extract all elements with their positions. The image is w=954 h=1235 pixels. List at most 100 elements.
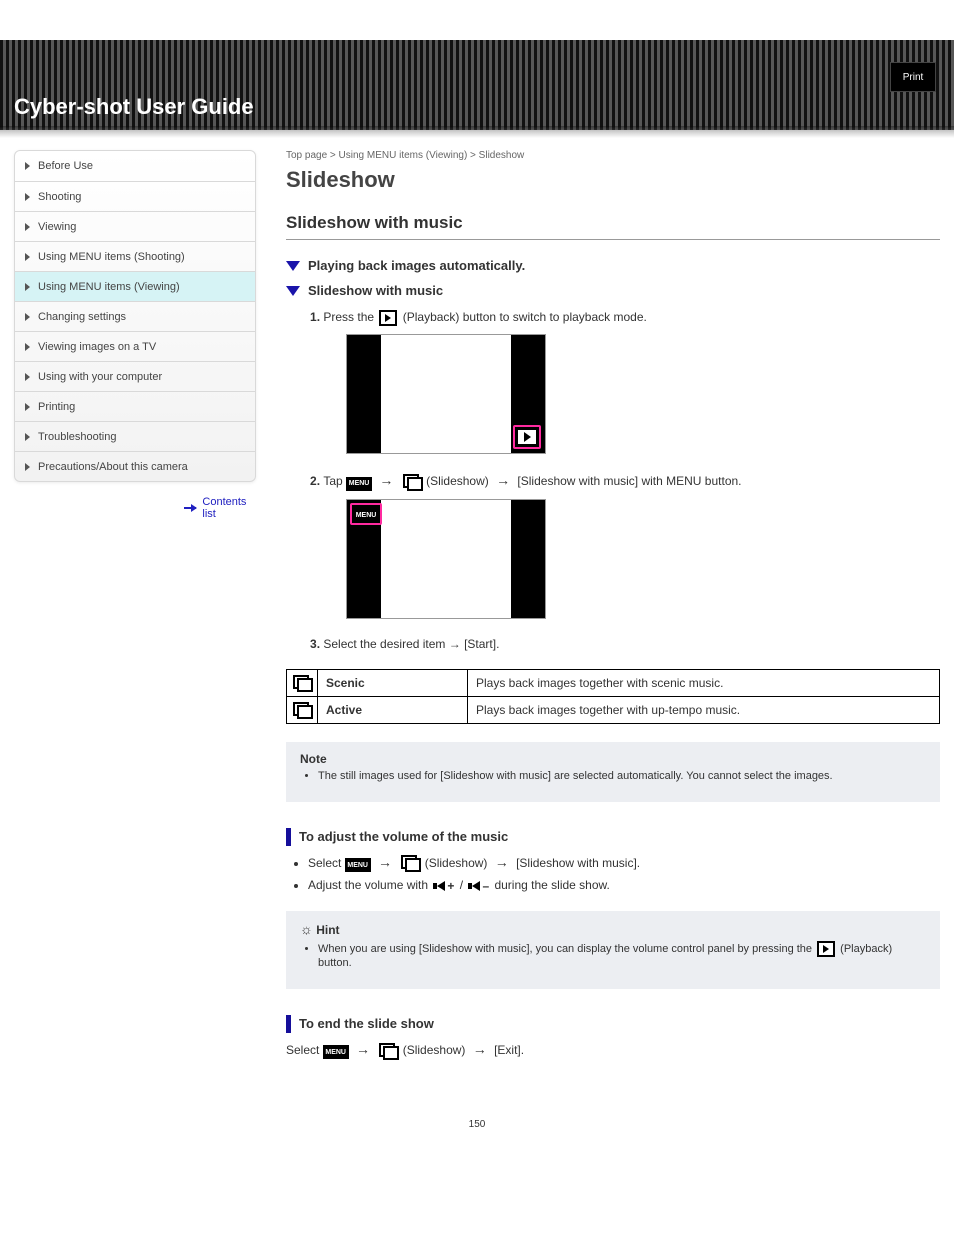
sidebar-item[interactable]: Viewing images on a TV [15,331,255,361]
hint-heading: ☼ Hint [300,921,926,937]
sidebar-item-label: Before Use [38,160,93,172]
caret-right-icon [25,373,30,381]
sidebar-item[interactable]: Printing [15,391,255,421]
arrow-right-icon: → [378,854,392,870]
step-1: Press the (Playback) button to switch to… [310,310,940,454]
volume-step-2: Adjust the volume with + / – during the … [308,878,940,893]
end-line: Select MENU → ♪ (Slideshow) → [Exit]. [286,1041,940,1060]
volume-heading-text: To adjust the volume of the music [299,829,508,844]
highlight-box [513,425,541,449]
step-3-text: Select the desired item → [Start]. [323,637,499,651]
sidebar-item[interactable]: Using with your computer [15,361,255,391]
screen-mock-play [346,334,546,454]
caret-right-icon [25,343,30,351]
slideshow-icon: ♪ [403,474,421,490]
print-button[interactable]: Print [890,62,936,92]
sidebar-item-label: Changing settings [38,311,126,323]
breadcrumb: Top page > Using MENU items (Viewing) > … [286,150,940,161]
play-icon [817,941,835,957]
step-3: Select the desired item → [Start]. [310,637,940,651]
sidebar-item-label: Using MENU items (Viewing) [38,281,180,293]
volume-up-icon: + [433,879,454,893]
caret-right-icon [25,313,30,321]
arrow-right-icon: → [379,472,393,488]
hint-callout: ☼ Hint When you are using [Slideshow wit… [286,911,940,989]
end-heading-text: To end the slide show [299,1016,434,1031]
slideshow-icon: ♪ [293,702,311,718]
sidebar-nav: Before Use Shooting Viewing Using MENU item… [14,150,256,482]
note-item: The still images used for [Slideshow wit… [318,770,926,782]
caret-right-icon [25,223,30,231]
caret-right-icon [25,433,30,441]
play-badge-icon [516,428,538,446]
step-2: Tap MENU → ♪ (Slideshow) → [Slideshow wi… [310,472,940,619]
sidebar-item[interactable]: Precautions/About this camera [15,451,255,481]
table-row: ♪ ActivePlays back images together with u… [287,696,940,723]
sidebar-item-label: Shooting [38,191,81,203]
sidebar-item-label: Printing [38,401,75,413]
arrow-right-icon: → [496,472,510,488]
bulb-icon: ☼ [300,921,313,937]
sidebar-item[interactable]: Viewing [15,211,255,241]
hint-heading-text: Hint [316,923,339,937]
menu-badge-icon: MENU [345,858,371,872]
sidebar-item[interactable]: Troubleshooting [15,421,255,451]
sidebar-item-label: Viewing [38,221,76,233]
sidebar-item-label: Using MENU items (Shooting) [38,251,185,263]
caret-right-icon [25,193,30,201]
volume-down-icon: – [468,879,489,893]
sidebar-item[interactable]: Before Use [15,151,255,181]
option-icon-cell: ♪ [287,696,318,723]
sidebar: Before Use Shooting Viewing Using MENU item… [14,150,256,1059]
sidebar-item[interactable]: Shooting [15,181,255,211]
brand-title: Cyber-shot User Guide [14,94,254,120]
disclosure-images[interactable]: Playing back images automatically. [286,258,940,273]
vbar-icon [286,1015,291,1033]
menu-badge-icon: MENU [346,477,372,491]
option-name: Active [318,696,468,723]
sidebar-item-label: Troubleshooting [38,431,116,443]
option-icon-cell: ♪ [287,669,318,696]
sidebar-item[interactable]: Using MENU items (Viewing) [15,271,255,301]
arrow-right-icon: → [495,854,509,870]
contents-list-label: Contents list [202,496,256,520]
section-title: Slideshow with music [286,213,940,240]
screen-mock-menu: MENU [346,499,546,619]
caret-right-icon [25,253,30,261]
page-number: 150 [0,1119,954,1160]
disclosure-music[interactable]: Slideshow with music [286,283,940,298]
page-title: Slideshow [286,167,940,193]
caret-right-icon [25,283,30,291]
option-name: Scenic [318,669,468,696]
chevron-down-icon [286,261,300,271]
top-banner: Cyber-shot User Guide Print [0,40,954,130]
play-icon [379,310,397,326]
caret-right-icon [25,463,30,471]
chevron-down-icon [286,286,300,296]
menu-badge-icon: MENU [353,508,379,522]
slideshow-icon: ♪ [401,855,419,871]
main-content: Top page > Using MENU items (Viewing) > … [286,150,940,1059]
sidebar-item-label: Precautions/About this camera [38,461,188,473]
arrow-right-icon [184,507,196,509]
disclosure-label: Slideshow with music [308,283,443,298]
end-subheading: To end the slide show [286,1015,940,1033]
table-row: ♪ScenicPlays back images together with s… [287,669,940,696]
sidebar-item[interactable]: Using MENU items (Shooting) [15,241,255,271]
volume-step-1: Select MENU → ♪ (Slideshow) → [Slideshow… [308,854,940,873]
vbar-icon [286,828,291,846]
options-table: ♪ScenicPlays back images together with s… [286,669,940,724]
volume-steps: Select MENU → ♪ (Slideshow) → [Slideshow… [286,854,940,893]
arrow-right-icon: → [356,1041,370,1057]
hint-item: When you are using [Slideshow with music… [318,941,926,969]
slideshow-icon: ♪ [293,675,311,691]
volume-subheading: To adjust the volume of the music [286,828,940,846]
sidebar-item-label: Using with your computer [38,371,162,383]
note-callout: Note The still images used for [Slidesho… [286,742,940,802]
caret-right-icon [25,162,30,170]
note-heading: Note [300,752,926,766]
option-desc: Plays back images together with up-tempo… [468,696,940,723]
contents-list-link[interactable]: Contents list [14,496,256,520]
steps-list: Press the (Playback) button to switch to… [310,310,940,651]
sidebar-item[interactable]: Changing settings [15,301,255,331]
